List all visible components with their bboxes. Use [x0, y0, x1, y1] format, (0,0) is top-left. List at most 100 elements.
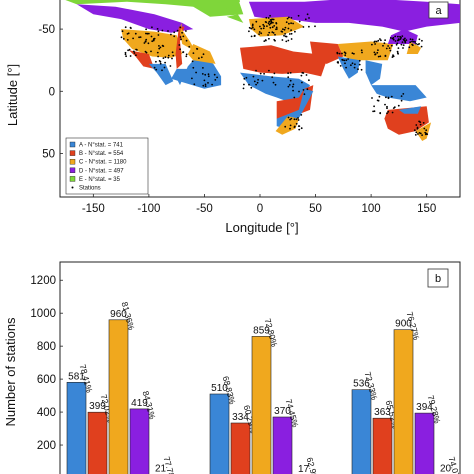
station-dot — [373, 51, 376, 54]
station-dot — [271, 31, 274, 33]
station-dot — [395, 43, 398, 46]
bar-y-axis-label: Number of stations — [3, 317, 18, 427]
station-dot — [417, 133, 419, 135]
station-dot — [344, 54, 347, 57]
station-dot — [161, 44, 164, 47]
station-dot — [384, 39, 386, 41]
station-dot — [290, 22, 292, 25]
station-dot — [288, 16, 290, 19]
station-dot — [124, 53, 127, 56]
station-dot — [272, 81, 275, 84]
station-dot — [292, 89, 294, 92]
station-dot — [371, 97, 373, 99]
bar — [108, 319, 129, 474]
station-dot — [357, 68, 359, 71]
zone-C-region — [337, 41, 394, 61]
station-dot — [143, 42, 146, 44]
station-dot — [416, 127, 419, 130]
zone-A-region — [371, 85, 427, 102]
station-dot — [155, 68, 158, 71]
station-dot — [171, 51, 174, 54]
station-dot — [260, 32, 263, 35]
station-dot — [147, 32, 150, 35]
station-dot — [298, 20, 301, 23]
station-dot — [414, 41, 417, 43]
station-dot — [144, 40, 147, 43]
station-dot — [267, 22, 270, 25]
station-dot — [308, 25, 310, 28]
legend-swatch — [69, 150, 76, 156]
station-dot — [392, 107, 395, 109]
station-dot — [145, 51, 148, 54]
station-dot — [289, 79, 292, 82]
station-dot — [396, 50, 399, 53]
station-dot — [351, 52, 354, 55]
station-dot — [304, 18, 307, 21]
station-dot — [127, 32, 130, 35]
station-dot — [138, 36, 141, 39]
station-dot — [295, 122, 298, 125]
station-dot — [396, 42, 399, 45]
station-dot — [275, 26, 278, 29]
bar — [414, 412, 435, 474]
station-dot — [397, 35, 399, 38]
station-dot — [287, 76, 290, 79]
station-dot — [400, 37, 402, 39]
station-dot — [267, 34, 269, 36]
zone-A-region — [365, 60, 383, 86]
station-dot — [424, 133, 427, 136]
bar-value-label: 21 — [155, 464, 167, 474]
station-dot — [283, 34, 285, 37]
panel-a-label: a — [428, 1, 449, 19]
station-dot — [400, 43, 403, 46]
station-dot — [274, 83, 277, 86]
station-count-bar-panel: 58178.41%39972.02%96081.36%41984.31%2177… — [3, 261, 464, 474]
bar-value-label: 510 — [211, 383, 228, 394]
station-dot — [344, 62, 346, 65]
station-dot — [292, 22, 294, 25]
station-dot — [250, 35, 253, 38]
station-dot — [255, 83, 257, 86]
station-dot — [411, 38, 414, 41]
station-dot — [204, 85, 207, 87]
station-dot — [145, 38, 148, 41]
station-dot — [373, 110, 376, 113]
bar-value-label: 581 — [68, 371, 85, 382]
station-dot — [290, 38, 293, 40]
map-x-tick-label: -150 — [82, 203, 105, 215]
station-dot — [385, 96, 387, 99]
zone-C-region — [275, 116, 299, 135]
station-dot — [129, 26, 132, 29]
station-dot — [336, 51, 339, 54]
station-dot — [127, 49, 129, 52]
station-dot — [301, 81, 303, 84]
station-dot — [268, 23, 271, 26]
station-dot — [351, 62, 354, 65]
station-dot — [390, 95, 393, 98]
station-dot — [343, 51, 346, 54]
station-dot — [158, 47, 161, 50]
station-dot — [290, 117, 293, 120]
station-dot — [268, 37, 270, 40]
station-dot — [298, 128, 301, 131]
station-dot — [275, 22, 278, 24]
station-dot — [147, 42, 150, 45]
station-dot — [402, 47, 404, 49]
station-dot — [273, 38, 276, 41]
station-dot — [268, 31, 271, 34]
panel-b-label-text: b — [435, 273, 441, 285]
station-dot — [133, 50, 135, 53]
station-dot — [345, 66, 347, 69]
station-dot — [214, 79, 217, 81]
station-dot — [391, 111, 394, 114]
station-dot — [192, 66, 195, 69]
station-dot — [413, 129, 416, 132]
station-dot — [292, 83, 295, 86]
station-dot — [300, 74, 303, 77]
station-dot — [373, 105, 375, 108]
station-dot — [276, 28, 278, 30]
station-dot — [375, 40, 378, 43]
station-dot — [172, 54, 175, 57]
bar-y-tick-label: 400 — [37, 407, 56, 419]
station-dot — [151, 26, 153, 29]
